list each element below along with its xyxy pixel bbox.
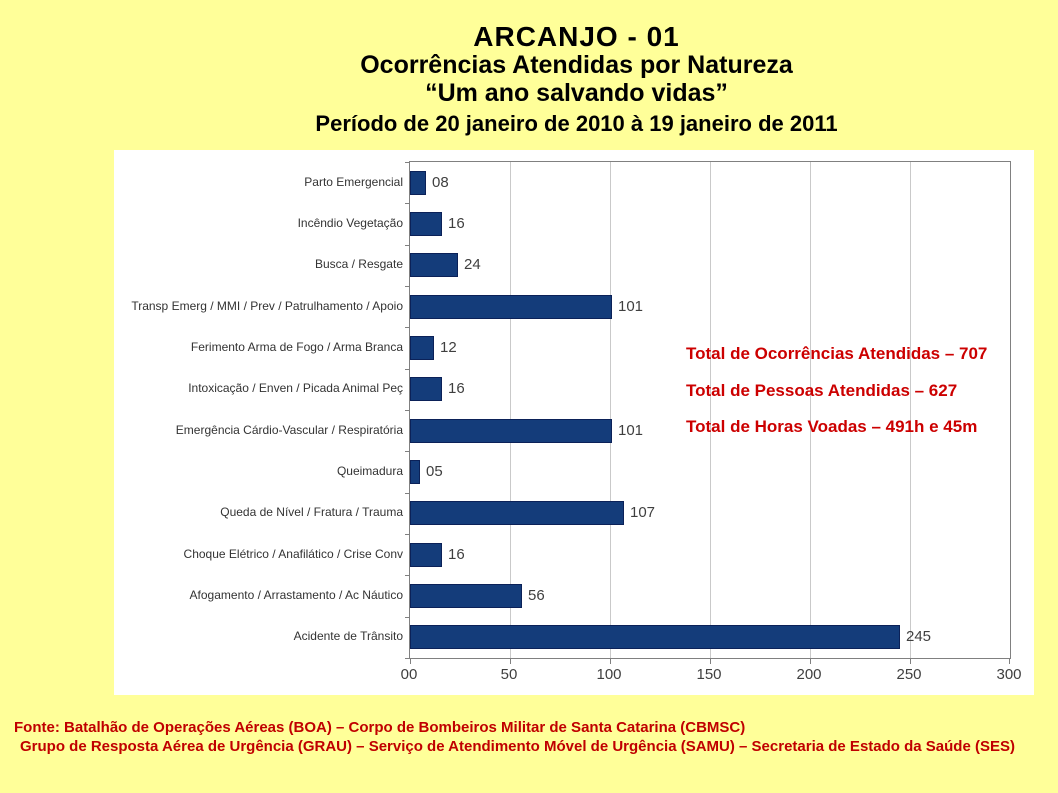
category-label: Choque Elétrico / Anafilático / Crise Co… — [183, 547, 403, 561]
category-label: Parto Emergencial — [304, 175, 403, 189]
category-label: Emergência Cárdio-Vascular / Respiratóri… — [175, 423, 403, 437]
category-label: Acidente de Trânsito — [293, 629, 403, 643]
category-axis-tick — [405, 327, 410, 328]
value-axis-tick-label: 250 — [896, 666, 922, 683]
value-axis-tick-label: 150 — [696, 666, 722, 683]
annotation-total-pessoas: Total de Pessoas Atendidas – 627 — [686, 381, 958, 400]
bar — [410, 253, 458, 277]
source-line-2: Grupo de Resposta Aérea de Urgência (GRA… — [20, 738, 1015, 755]
bar — [410, 543, 442, 567]
source-note: Fonte: Batalhão de Operações Aéreas (BOA… — [14, 718, 1054, 756]
category-axis-tick — [405, 493, 410, 494]
gridline — [810, 162, 811, 658]
gridline — [710, 162, 711, 658]
title-line-2: Ocorrências Atendidas por Natureza — [360, 51, 793, 79]
value-axis-tick-label: 100 — [596, 666, 622, 683]
category-axis-tick — [405, 369, 410, 370]
annotation-total-ocorrencias: Total de Ocorrências Atendidas – 707 — [686, 344, 988, 363]
bar — [410, 212, 442, 236]
bar — [410, 460, 420, 484]
value-axis-tick — [910, 658, 911, 664]
value-axis-tick-label: 00 — [400, 666, 418, 683]
category-label: Transp Emerg / MMI / Prev / Patrulhament… — [131, 299, 403, 313]
category-axis-tick — [405, 575, 410, 576]
value-axis-tick — [410, 658, 411, 664]
page-title: ARCANJO - 01 Ocorrências Atendidas por N… — [115, 22, 1038, 137]
value-axis-tick-label: 50 — [500, 666, 518, 683]
value-axis-tick — [710, 658, 711, 664]
bar — [410, 295, 612, 319]
category-axis-tick — [405, 286, 410, 287]
category-axis-tick — [405, 203, 410, 204]
category-axis-tick — [405, 658, 410, 659]
bar-value-label: 16 — [448, 215, 465, 232]
bar-value-label: 101 — [618, 298, 644, 315]
category-label: Busca / Resgate — [314, 257, 403, 271]
value-axis-tick — [1009, 658, 1010, 664]
bar-value-label: 24 — [464, 256, 481, 273]
bar-value-label: 08 — [432, 174, 449, 191]
bar — [410, 171, 426, 195]
bar-value-label: 107 — [630, 504, 656, 521]
annotation-total-horas: Total de Horas Voadas – 491h e 45m — [686, 417, 978, 436]
category-axis-tick — [405, 534, 410, 535]
title-subtitle: Período de 20 janeiro de 2010 à 19 janei… — [315, 111, 838, 136]
bar-value-label: 16 — [448, 380, 465, 397]
category-label: Incêndio Vegetação — [297, 216, 403, 230]
plot-area: Total de Ocorrências Atendidas – 707 Tot… — [405, 161, 1011, 664]
value-axis-tick-label: 200 — [796, 666, 822, 683]
title-line-1: ARCANJO - 01 — [473, 21, 680, 52]
bar-value-label: 245 — [906, 628, 932, 645]
gridline — [510, 162, 511, 658]
category-label: Queda de Nível / Fratura / Trauma — [220, 505, 403, 519]
category-axis-tick — [405, 410, 410, 411]
bar — [410, 336, 434, 360]
bar-value-label: 12 — [440, 339, 457, 356]
category-axis-tick — [405, 245, 410, 246]
bar-value-label: 56 — [528, 587, 545, 604]
value-axis-tick — [510, 658, 511, 664]
gridline — [610, 162, 611, 658]
category-label: Intoxicação / Enven / Picada Animal Peç — [188, 381, 403, 395]
category-label: Queimadura — [336, 464, 403, 478]
bar — [410, 501, 624, 525]
chart-panel: Total de Ocorrências Atendidas – 707 Tot… — [114, 150, 1034, 695]
bar — [410, 377, 442, 401]
bar — [410, 625, 900, 649]
value-axis-tick-label: 300 — [996, 666, 1022, 683]
title-line-3: “Um ano salvando vidas” — [425, 79, 728, 107]
category-label: Afogamento / Arrastamento / Ac Náutico — [189, 588, 403, 602]
value-axis-tick — [810, 658, 811, 664]
bar — [410, 419, 612, 443]
bar — [410, 584, 522, 608]
value-axis-tick — [610, 658, 611, 664]
category-label: Ferimento Arma de Fogo / Arma Branca — [190, 340, 403, 354]
category-axis-tick — [405, 162, 410, 163]
category-axis-tick — [405, 617, 410, 618]
category-axis-tick — [405, 451, 410, 452]
bar-value-label: 05 — [426, 463, 443, 480]
bar-value-label: 101 — [618, 422, 644, 439]
source-line-1: Fonte: Batalhão de Operações Aéreas (BOA… — [14, 719, 746, 736]
bar-value-label: 16 — [448, 546, 465, 563]
gridline — [910, 162, 911, 658]
